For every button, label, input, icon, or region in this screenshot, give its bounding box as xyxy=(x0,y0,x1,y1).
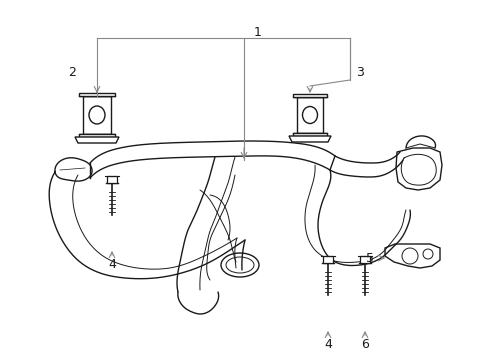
Polygon shape xyxy=(79,93,115,96)
Text: 2: 2 xyxy=(68,66,76,78)
Text: 4: 4 xyxy=(324,338,331,351)
Text: 1: 1 xyxy=(254,26,262,39)
Polygon shape xyxy=(83,96,111,134)
Polygon shape xyxy=(292,133,326,136)
Polygon shape xyxy=(292,94,326,97)
Polygon shape xyxy=(79,134,115,137)
Polygon shape xyxy=(75,137,119,143)
Text: 5: 5 xyxy=(365,252,373,265)
Polygon shape xyxy=(323,256,332,263)
Polygon shape xyxy=(296,97,323,133)
Polygon shape xyxy=(288,136,330,142)
Text: 4: 4 xyxy=(108,258,116,271)
Polygon shape xyxy=(107,176,117,183)
Text: 3: 3 xyxy=(355,66,363,78)
Text: 6: 6 xyxy=(360,338,368,351)
Polygon shape xyxy=(359,256,369,263)
